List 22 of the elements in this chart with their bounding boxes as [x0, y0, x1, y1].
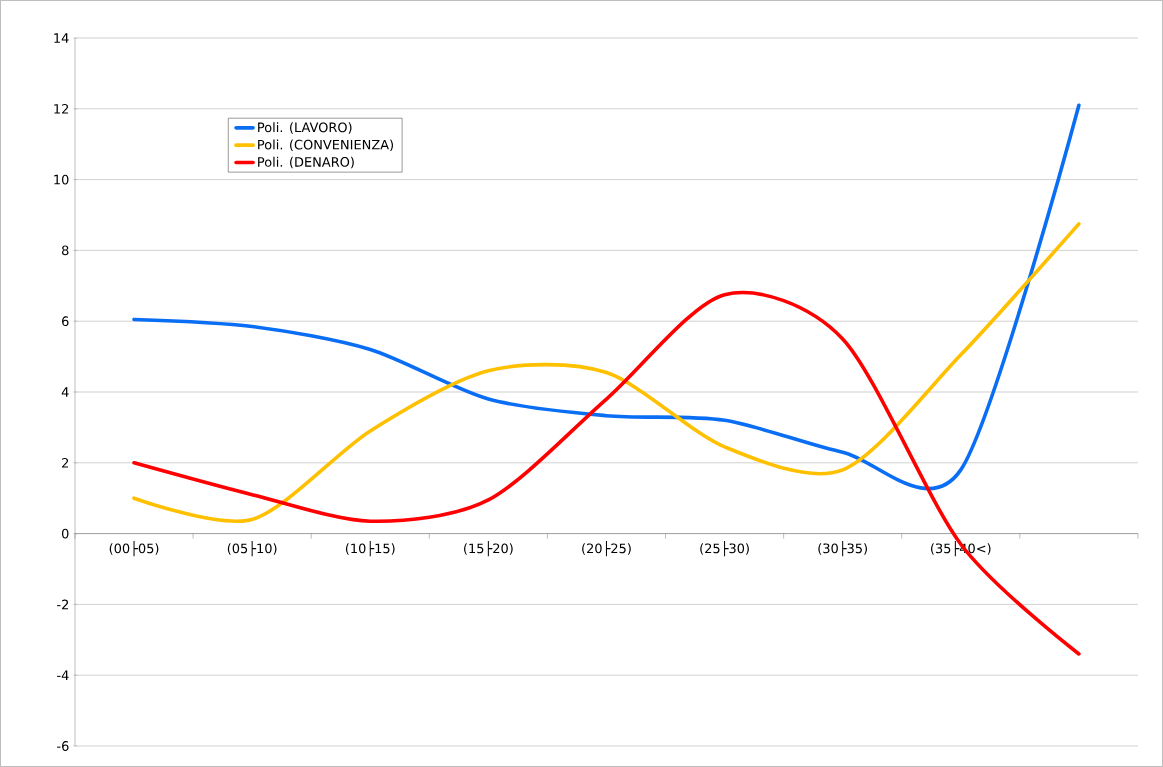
- y-tick-label: 2: [62, 457, 69, 468]
- y-tick-label: -4: [57, 670, 69, 680]
- y-tick-label: 12: [54, 103, 69, 114]
- x-tick-label: (05├10): [227, 540, 277, 557]
- x-tick-label: (20├25): [582, 540, 631, 557]
- x-tick-label: (00├05): [109, 540, 159, 557]
- y-tick-label: 8: [61, 245, 69, 256]
- y-tick-label: 6: [62, 316, 69, 327]
- legend-label: Poli. (DENARO): [258, 156, 354, 169]
- x-tick-label: (10├15): [345, 540, 395, 557]
- y-tick-label: -6: [57, 741, 69, 751]
- legend-label: Poli. (CONVENIENZA): [258, 139, 394, 152]
- legend-label: Poli. (LAVORO): [258, 122, 352, 134]
- x-tick-label: (30├35): [818, 540, 867, 557]
- x-tick-label: (15├20): [464, 540, 513, 557]
- y-tick-label: 14: [54, 33, 69, 43]
- x-tick-label: (25├30): [700, 540, 749, 557]
- y-tick-label: 10: [54, 174, 69, 185]
- y-tick-label: 4: [61, 387, 69, 397]
- y-tick-label: 0: [61, 528, 69, 539]
- line-series: [132, 222, 1081, 523]
- y-tick-label: -2: [57, 599, 69, 610]
